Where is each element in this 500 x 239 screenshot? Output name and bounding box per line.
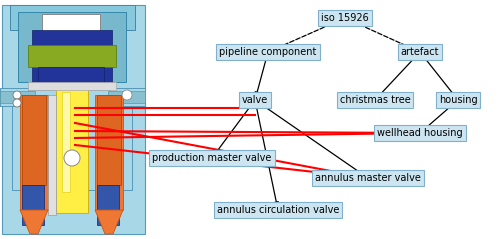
FancyBboxPatch shape xyxy=(2,5,145,234)
FancyBboxPatch shape xyxy=(97,185,119,225)
FancyBboxPatch shape xyxy=(48,95,56,215)
Text: annulus master valve: annulus master valve xyxy=(315,173,421,183)
FancyBboxPatch shape xyxy=(22,95,46,185)
FancyBboxPatch shape xyxy=(12,90,132,190)
Circle shape xyxy=(122,90,132,100)
Text: valve: valve xyxy=(242,95,268,105)
FancyBboxPatch shape xyxy=(10,5,135,30)
FancyBboxPatch shape xyxy=(18,12,126,82)
FancyBboxPatch shape xyxy=(97,95,121,185)
FancyBboxPatch shape xyxy=(20,95,48,210)
FancyBboxPatch shape xyxy=(42,14,100,34)
Text: annulus circulation valve: annulus circulation valve xyxy=(217,205,339,215)
Text: housing: housing xyxy=(438,95,478,105)
FancyBboxPatch shape xyxy=(95,95,123,210)
Circle shape xyxy=(13,91,21,99)
Text: production master valve: production master valve xyxy=(152,153,272,163)
Polygon shape xyxy=(20,210,48,234)
FancyBboxPatch shape xyxy=(62,92,70,192)
Text: artefact: artefact xyxy=(401,47,440,57)
Text: iso 15926: iso 15926 xyxy=(321,13,369,23)
Text: wellhead housing: wellhead housing xyxy=(377,128,463,138)
Circle shape xyxy=(13,99,21,107)
FancyBboxPatch shape xyxy=(108,91,145,103)
Polygon shape xyxy=(95,210,123,234)
FancyBboxPatch shape xyxy=(32,30,112,85)
FancyBboxPatch shape xyxy=(0,91,35,103)
FancyBboxPatch shape xyxy=(28,82,116,90)
FancyBboxPatch shape xyxy=(38,67,104,85)
FancyBboxPatch shape xyxy=(110,88,145,106)
Text: christmas tree: christmas tree xyxy=(340,95,410,105)
FancyBboxPatch shape xyxy=(0,88,28,106)
FancyBboxPatch shape xyxy=(56,88,88,213)
Text: pipeline component: pipeline component xyxy=(220,47,316,57)
Circle shape xyxy=(64,150,80,166)
FancyBboxPatch shape xyxy=(22,185,44,225)
FancyBboxPatch shape xyxy=(28,45,116,67)
